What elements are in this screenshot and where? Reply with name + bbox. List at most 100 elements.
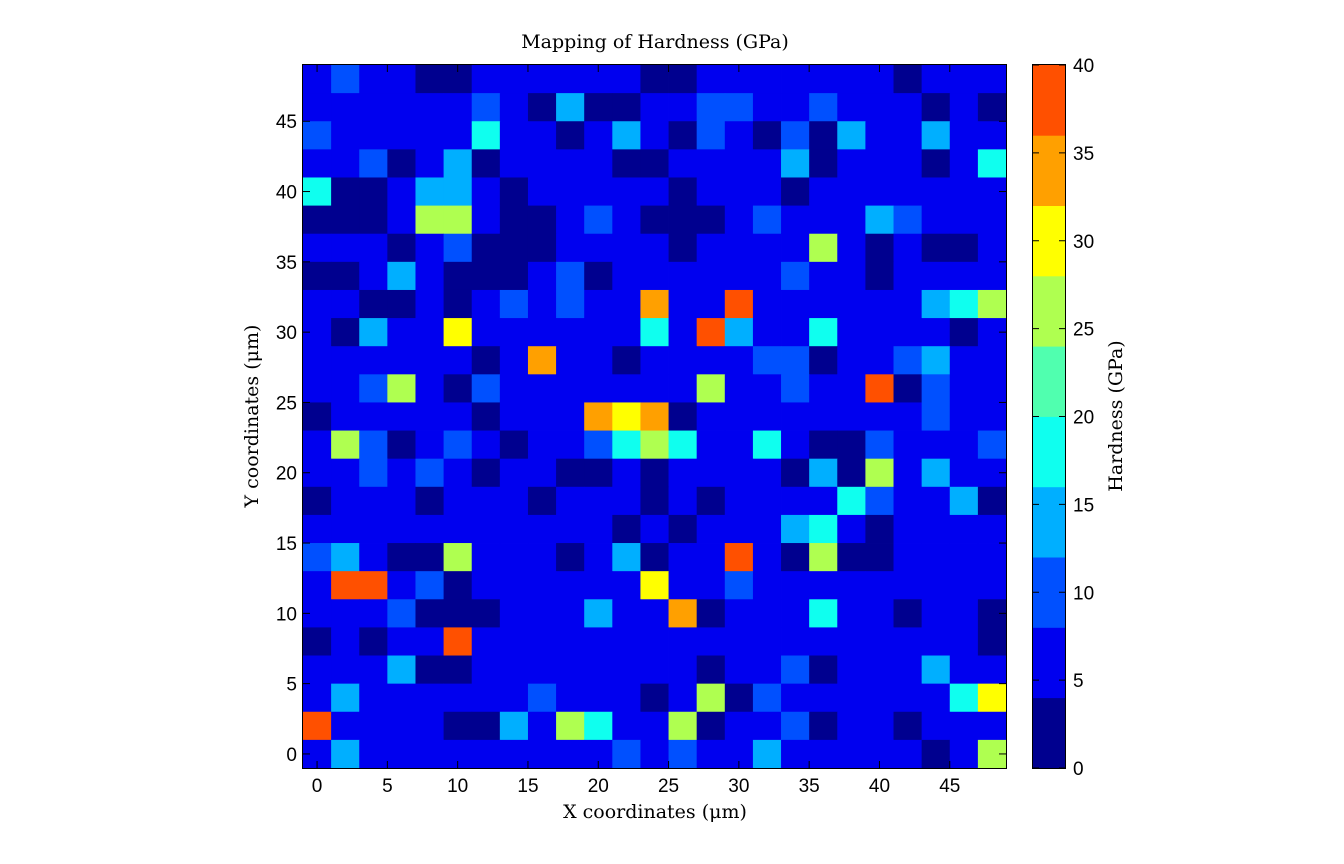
heatmap-cell	[584, 571, 613, 600]
heatmap-cell	[781, 486, 810, 516]
heatmap-cell	[668, 205, 698, 235]
heatmap-cell	[949, 121, 979, 150]
heatmap-cell	[359, 458, 388, 488]
heatmap-cell	[921, 430, 951, 460]
heatmap-cell	[781, 402, 810, 431]
heatmap-cell	[303, 514, 332, 544]
heatmap-cell	[584, 205, 613, 235]
colorbar-tick-label: 5	[1073, 671, 1084, 692]
heatmap-cell	[977, 289, 1007, 319]
heatmap-cell	[387, 93, 416, 122]
heatmap-cell	[949, 627, 979, 656]
heatmap-cell	[443, 289, 473, 319]
heatmap-cell	[499, 318, 529, 347]
colorbar-tick-label: 35	[1073, 144, 1094, 165]
x-tick-label: 40	[869, 776, 890, 797]
heatmap-cell	[415, 627, 444, 656]
heatmap-cell	[893, 121, 923, 150]
heatmap-cell	[809, 458, 838, 488]
heatmap-cell	[556, 318, 585, 347]
heatmap-cell	[893, 177, 923, 206]
heatmap-cell	[949, 177, 979, 206]
heatmap-cell	[584, 233, 613, 263]
heatmap-cell	[527, 655, 557, 685]
heatmap-cell	[499, 430, 529, 460]
heatmap-cell	[443, 346, 473, 375]
heatmap-cell	[612, 121, 641, 150]
heatmap-cell	[837, 627, 866, 656]
heatmap-cell	[921, 318, 951, 347]
heatmap-cell	[752, 514, 782, 544]
heatmap-cell	[359, 149, 388, 178]
y-tick-label: 25	[276, 393, 297, 414]
heatmap-cell	[809, 318, 838, 347]
heatmap-cell	[809, 599, 838, 628]
heatmap-cell	[303, 205, 332, 235]
heatmap-cell	[527, 177, 557, 206]
heatmap-cell	[893, 514, 923, 544]
heatmap-cell	[584, 655, 613, 685]
heatmap-cell	[781, 739, 810, 769]
heatmap-cell	[893, 655, 923, 685]
heatmap-cell	[303, 374, 332, 403]
heatmap-cell	[809, 543, 838, 572]
heatmap-cell	[781, 683, 810, 713]
heatmap-cell	[527, 739, 557, 769]
heatmap-cell	[499, 571, 529, 600]
heatmap-cell	[556, 627, 585, 656]
heatmap-cell	[415, 739, 444, 769]
heatmap-cell	[556, 655, 585, 685]
heatmap-cell	[527, 458, 557, 488]
heatmap-cell	[977, 486, 1007, 516]
heatmap-cell	[752, 318, 782, 347]
heatmap-cell	[724, 486, 754, 516]
heatmap-cell	[331, 711, 360, 741]
heatmap-cell	[387, 514, 416, 544]
heatmap-cell	[499, 683, 529, 713]
heatmap-cell	[303, 655, 332, 685]
heatmap-cell	[752, 289, 782, 319]
heatmap-cell	[781, 177, 810, 206]
colorbar-tick-label: 25	[1073, 320, 1094, 341]
heatmap-cell	[949, 374, 979, 403]
heatmap-cell	[387, 374, 416, 403]
heatmap-cell	[865, 233, 894, 263]
colorbar-segment	[1033, 627, 1065, 699]
heatmap-cell	[499, 739, 529, 769]
heatmap-cell	[949, 514, 979, 544]
heatmap-cell	[359, 571, 388, 600]
heatmap-cell	[612, 318, 641, 347]
heatmap-cell	[387, 289, 416, 319]
heatmap-cell	[527, 93, 557, 122]
heatmap-cell	[893, 739, 923, 769]
heatmap-cell	[556, 683, 585, 713]
heatmap-cell	[415, 289, 444, 319]
y-axis-label: Y coordinates (μm)	[241, 325, 263, 509]
heatmap-cell	[499, 655, 529, 685]
heatmap-cell	[724, 655, 754, 685]
heatmap-cell	[837, 402, 866, 431]
heatmap-cell	[471, 514, 501, 544]
heatmap-cell	[556, 177, 585, 206]
heatmap-cell	[443, 121, 473, 150]
chart-title: Mapping of Hardness (GPa)	[521, 31, 789, 53]
heatmap-cell	[415, 346, 444, 375]
heatmap-cell	[359, 514, 388, 544]
heatmap-cell	[696, 739, 726, 769]
heatmap-cell	[893, 289, 923, 319]
heatmap-cell	[303, 571, 332, 600]
heatmap-cell	[837, 374, 866, 403]
heatmap-cell	[837, 458, 866, 488]
heatmap-cell	[949, 65, 979, 94]
heatmap-cell	[499, 599, 529, 628]
heatmap-cell	[809, 289, 838, 319]
heatmap-cell	[499, 177, 529, 206]
heatmap-cell	[977, 514, 1007, 544]
heatmap-cell	[584, 683, 613, 713]
heatmap-cell	[781, 149, 810, 178]
heatmap-cell	[809, 571, 838, 600]
heatmap-cell	[331, 261, 360, 291]
x-tick-label: 45	[939, 776, 960, 797]
heatmap-cell	[781, 233, 810, 263]
heatmap-cell	[837, 543, 866, 572]
